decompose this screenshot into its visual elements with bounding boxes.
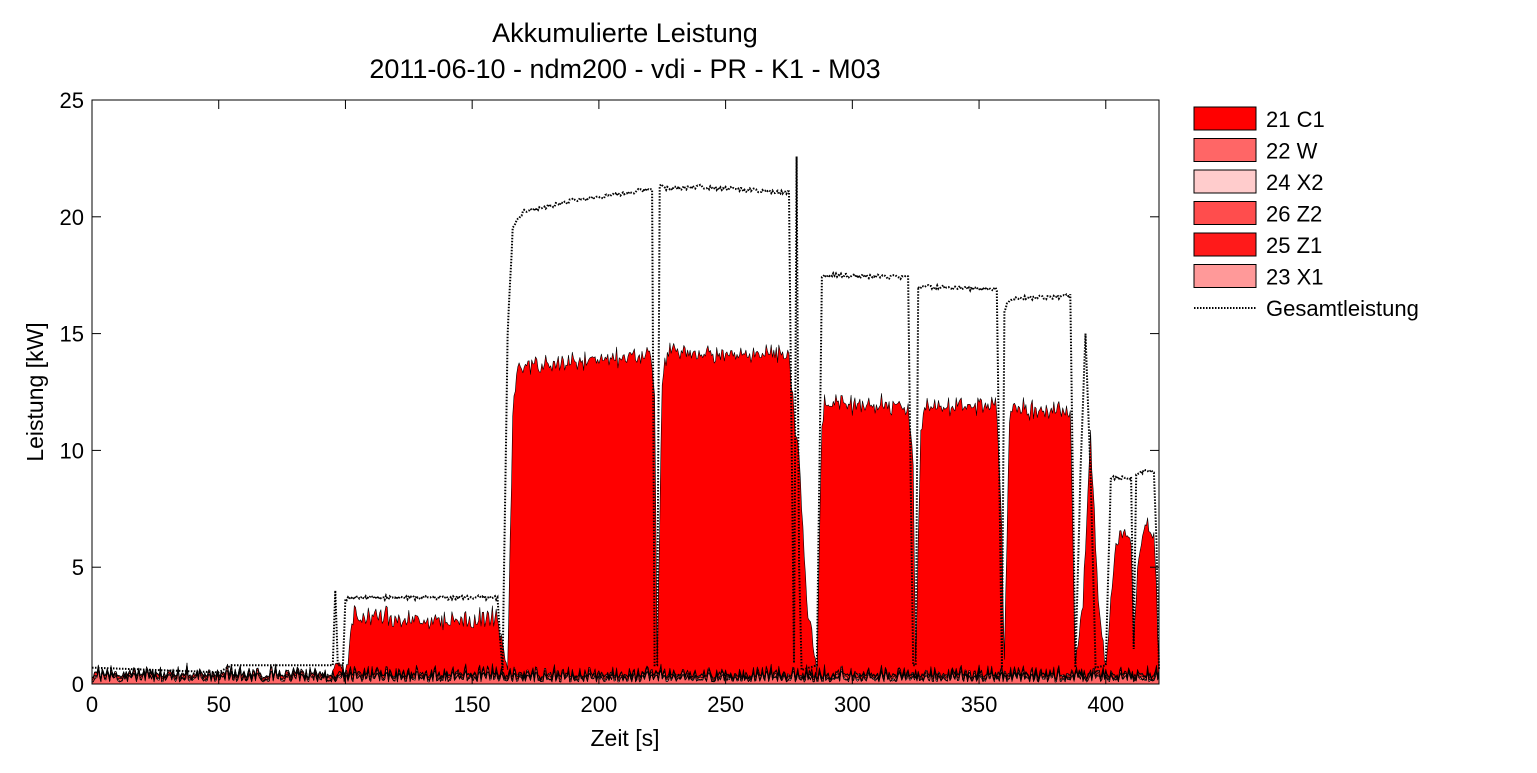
x-tick-label: 250 (707, 692, 744, 717)
y-tick-label: 20 (60, 205, 84, 230)
y-tick-label: 15 (60, 322, 84, 347)
legend-label: 22 W (1266, 139, 1318, 164)
y-axis-ticks: 0 5 10 15 20 25 (60, 88, 1159, 697)
legend-label: 25 Z1 (1266, 233, 1322, 258)
legend-swatch (1193, 169, 1257, 194)
y-axis-label: Leistung [kW] (22, 322, 48, 461)
y-tick-label: 5 (72, 555, 84, 580)
legend-swatch (1193, 138, 1257, 162)
y-tick-label: 25 (60, 88, 84, 113)
legend: 21 C1 22 W 24 X2 26 Z2 25 Z1 23 X1 Gesamtleist… (1183, 100, 1446, 325)
line-series-6 (91, 156, 1160, 674)
y-tick-label: 10 (60, 438, 84, 463)
chart-title: Akkumulierte Leistung (492, 18, 758, 48)
x-tick-label: 100 (327, 692, 364, 717)
plot-frame (91, 99, 1160, 685)
x-tick-label: 300 (834, 692, 871, 717)
legend-swatch (1193, 232, 1257, 257)
legend-label: 23 X1 (1266, 265, 1324, 290)
x-tick-label: 200 (581, 692, 618, 717)
x-axis-label: Zeit [s] (590, 725, 659, 751)
legend-swatch (1193, 201, 1257, 225)
legend-label: Gesamtleistung (1266, 296, 1419, 321)
x-tick-label: 0 (86, 692, 98, 717)
area-layer (91, 342, 1160, 685)
legend-swatch (1193, 106, 1257, 131)
legend-label: 24 X2 (1266, 170, 1324, 195)
legend-swatch (1193, 264, 1257, 288)
x-tick-label: 350 (961, 692, 998, 717)
y-tick-label: 0 (72, 672, 84, 697)
legend-label: 26 Z2 (1266, 202, 1322, 227)
line-layer (91, 156, 1160, 674)
x-axis-ticks: 0 50 100 150 200 250 300 350 400 (86, 100, 1124, 717)
x-tick-label: 400 (1087, 692, 1124, 717)
x-tick-label: 50 (206, 692, 230, 717)
legend-label: 21 C1 (1266, 107, 1325, 132)
chart-subtitle: 2011-06-10 - ndm200 - vdi - PR - K1 - M0… (369, 54, 880, 84)
x-tick-label: 150 (454, 692, 491, 717)
